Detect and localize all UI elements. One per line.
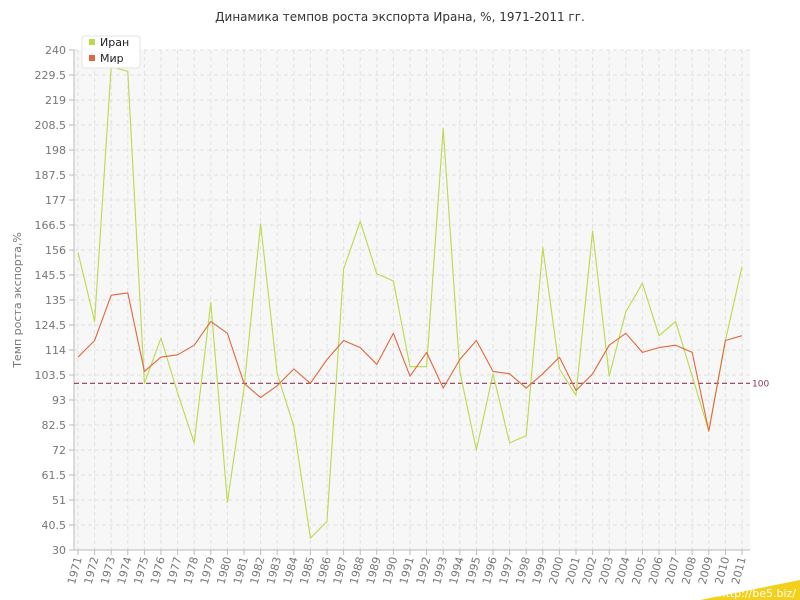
y-tick-label: 51 bbox=[52, 494, 66, 507]
reference-line-label: 100 bbox=[752, 379, 769, 389]
y-tick-label: 219 bbox=[45, 94, 66, 107]
legend-swatch-world bbox=[89, 55, 95, 61]
x-ticks: 1971197219731974197519761977197819791980… bbox=[65, 555, 749, 585]
watermark[interactable]: http://be5.biz/ bbox=[700, 580, 800, 600]
series-group bbox=[77, 66, 743, 539]
legend-box bbox=[81, 35, 141, 69]
y-tick-label: 240 bbox=[45, 44, 66, 57]
x-tick-label: 2011 bbox=[729, 555, 749, 585]
y-tick-label: 93 bbox=[52, 394, 66, 407]
y-tick-label: 103.5 bbox=[35, 369, 67, 382]
legend-label-iran: Иран bbox=[100, 36, 129, 49]
y-tick-label: 82.5 bbox=[42, 419, 67, 432]
y-tick-label: 114 bbox=[45, 344, 66, 357]
watermark-ribbon bbox=[700, 580, 800, 600]
y-tick-label: 208.5 bbox=[35, 119, 67, 132]
y-tick-label: 187.5 bbox=[35, 169, 67, 182]
y-tick-label: 30 bbox=[52, 544, 66, 557]
series-line-iran bbox=[77, 66, 743, 539]
legend: Иран Мир bbox=[81, 35, 141, 69]
y-tick-label: 166.5 bbox=[35, 219, 67, 232]
reference-line-group: 100 bbox=[74, 379, 769, 389]
grid bbox=[74, 49, 750, 551]
y-tick-label: 198 bbox=[45, 144, 66, 157]
y-tick-label: 61.5 bbox=[42, 469, 67, 482]
y-tick-label: 40.5 bbox=[42, 519, 67, 532]
watermark-link[interactable]: http://be5.biz/ bbox=[719, 587, 797, 600]
y-axis-label: Темп роста экспорта,% bbox=[11, 232, 24, 369]
y-tick-label: 124.5 bbox=[35, 319, 67, 332]
y-tick-label: 156 bbox=[45, 244, 66, 257]
legend-swatch-iran bbox=[89, 39, 95, 45]
y-tick-label: 177 bbox=[45, 194, 66, 207]
chart-title: Динамика темпов роста экспорта Ирана, %,… bbox=[215, 10, 585, 24]
series-line-world bbox=[77, 292, 743, 432]
axes bbox=[69, 49, 750, 555]
y-ticks: 30 40.5 51 61.5 72 82.5 93 103.5 114 124.5 135 145.… bbox=[35, 44, 67, 557]
y-tick-label: 229.5 bbox=[35, 69, 67, 82]
y-tick-label: 145.5 bbox=[35, 269, 67, 282]
y-tick-label: 72 bbox=[52, 444, 66, 457]
y-tick-label: 135 bbox=[45, 294, 66, 307]
legend-label-world: Мир bbox=[100, 52, 124, 65]
